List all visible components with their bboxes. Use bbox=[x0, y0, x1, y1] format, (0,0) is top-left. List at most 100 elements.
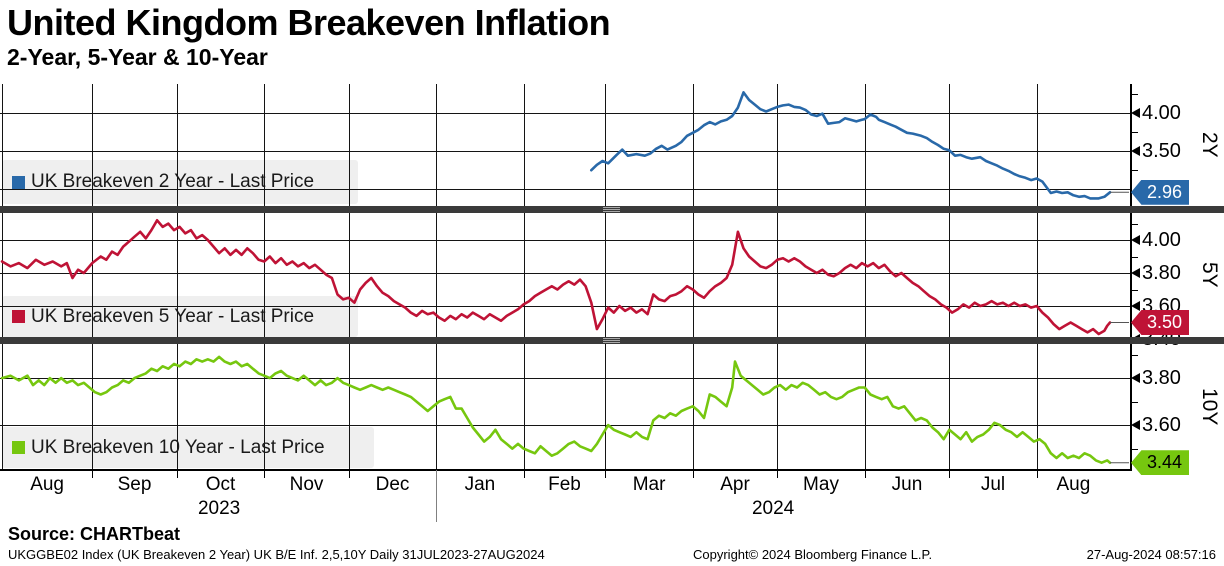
price-line-5Y bbox=[0, 219, 1112, 336]
legend-swatch-icon bbox=[12, 310, 25, 323]
legend-item-10Y: UK Breakeven 10 Year - Last Price bbox=[2, 427, 374, 468]
price-line-10Y bbox=[0, 355, 1112, 464]
y-tick-label: 3.80 bbox=[1142, 262, 1181, 284]
legend-item-2Y: UK Breakeven 2 Year - Last Price bbox=[2, 160, 358, 204]
separator-drag-grip[interactable] bbox=[603, 207, 620, 212]
series-plot-2Y[interactable] bbox=[0, 84, 1130, 206]
month-label: Apr bbox=[720, 474, 750, 495]
month-label: Dec bbox=[375, 474, 410, 495]
legend-box-5Y bbox=[2, 296, 358, 337]
page-subtitle: 2-Year, 5-Year & 10-Year bbox=[7, 44, 268, 70]
legend-box-2Y bbox=[2, 160, 358, 204]
tick-arrow-icon bbox=[1131, 268, 1140, 278]
tick-arrow-icon bbox=[1131, 301, 1140, 311]
y-minor-tick bbox=[1131, 448, 1138, 450]
y-minor-tick bbox=[1131, 401, 1138, 403]
source-label: Source: CHARTbeat bbox=[8, 524, 181, 544]
panel-axis-label-5Y: 5Y bbox=[1198, 262, 1221, 288]
x-tick bbox=[348, 471, 350, 478]
month-gridline bbox=[949, 84, 951, 470]
y-minor-tick bbox=[1131, 289, 1138, 291]
tick-arrow-icon bbox=[1131, 146, 1140, 157]
legend-label: UK Breakeven 2 Year - Last Price bbox=[31, 171, 315, 192]
tick-arrow-icon bbox=[1131, 108, 1140, 118]
month-gridline bbox=[92, 84, 94, 470]
y-tick-label: 4.00 bbox=[1142, 229, 1181, 251]
panel-axis-label-10Y: 10Y bbox=[1198, 388, 1221, 426]
legend-label: UK Breakeven 10 Year - Last Price bbox=[31, 436, 325, 458]
value-gridline bbox=[0, 306, 1130, 307]
copyright-notice: Copyright© 2024 Bloomberg Finance L.P. bbox=[693, 547, 933, 562]
series-plot-10Y[interactable] bbox=[0, 344, 1130, 470]
y-minor-tick bbox=[1131, 223, 1138, 225]
y-minor-tick bbox=[1131, 93, 1138, 95]
y-tick-label: 4.00 bbox=[1142, 102, 1181, 124]
value-gridline bbox=[0, 113, 1130, 114]
y-minor-tick bbox=[1131, 354, 1138, 356]
month-gridline bbox=[864, 84, 866, 470]
timestamp: 27-Aug-2024 08:57:16 bbox=[1086, 547, 1216, 562]
x-axis-line bbox=[0, 469, 1132, 471]
tick-arrow-icon bbox=[1131, 373, 1140, 384]
plot-left-border bbox=[2, 84, 3, 470]
value-gridline bbox=[0, 273, 1130, 274]
x-tick bbox=[176, 471, 178, 478]
month-gridline bbox=[264, 84, 266, 470]
month-label: Nov bbox=[289, 474, 324, 495]
separator-drag-grip[interactable] bbox=[603, 338, 620, 343]
month-gridline bbox=[1036, 84, 1038, 470]
y-minor-tick bbox=[1131, 170, 1138, 172]
month-gridline bbox=[523, 84, 525, 470]
tick-arrow-icon bbox=[1131, 235, 1140, 245]
x-tick bbox=[949, 471, 951, 478]
month-gridline bbox=[348, 84, 350, 470]
x-tick bbox=[777, 471, 779, 478]
ticker-description: UKGGBE02 Index (UK Breakeven 2 Year) UK … bbox=[8, 547, 545, 562]
panel-separator-2 bbox=[0, 337, 1224, 344]
last-price-tag-10Y: 3.44 bbox=[1131, 450, 1189, 476]
last-price-tag-5Y: 3.50 bbox=[1131, 310, 1189, 335]
value-gridline bbox=[0, 425, 1130, 427]
year-divider-line bbox=[436, 470, 438, 522]
year-label: 2024 bbox=[751, 498, 795, 519]
x-tick bbox=[1036, 471, 1038, 478]
month-label: Jan bbox=[464, 474, 496, 495]
legend-item-5Y: UK Breakeven 5 Year - Last Price bbox=[2, 296, 358, 337]
month-label: Sep bbox=[117, 474, 152, 495]
x-tick bbox=[92, 471, 94, 478]
month-gridline bbox=[436, 84, 438, 470]
y-tick-label: 3.80 bbox=[1142, 367, 1181, 390]
x-tick bbox=[264, 471, 266, 478]
month-label: Oct bbox=[205, 474, 236, 495]
month-gridline bbox=[777, 84, 779, 470]
month-label: May bbox=[803, 474, 839, 495]
y-minor-tick bbox=[1131, 132, 1138, 133]
x-tick bbox=[523, 471, 525, 478]
y-minor-tick bbox=[1131, 256, 1138, 258]
tick-arrow-icon bbox=[1131, 420, 1140, 431]
last-price-tag-2Y: 2.96 bbox=[1131, 179, 1189, 205]
month-gridline bbox=[176, 84, 178, 470]
month-label: Aug bbox=[1056, 474, 1091, 495]
series-plot-5Y[interactable] bbox=[0, 213, 1130, 337]
y-tick-label: 3.50 bbox=[1142, 140, 1181, 163]
x-tick bbox=[692, 471, 694, 478]
month-label: Mar bbox=[632, 474, 666, 495]
value-gridline bbox=[0, 151, 1130, 153]
y-tick-label: 3.60 bbox=[1142, 414, 1181, 437]
x-tick bbox=[605, 471, 607, 478]
x-tick bbox=[864, 471, 866, 478]
month-label: Jun bbox=[891, 474, 923, 495]
legend-swatch-icon bbox=[12, 441, 25, 454]
value-gridline bbox=[0, 240, 1130, 241]
value-gridline bbox=[0, 378, 1130, 380]
legend-label: UK Breakeven 5 Year - Last Price bbox=[31, 305, 315, 327]
value-gridline bbox=[0, 189, 1130, 191]
month-label: Jul bbox=[980, 474, 1006, 495]
month-label: Feb bbox=[548, 474, 581, 495]
month-gridline bbox=[605, 84, 607, 470]
month-gridline bbox=[692, 84, 694, 470]
legend-box-10Y bbox=[2, 427, 374, 468]
